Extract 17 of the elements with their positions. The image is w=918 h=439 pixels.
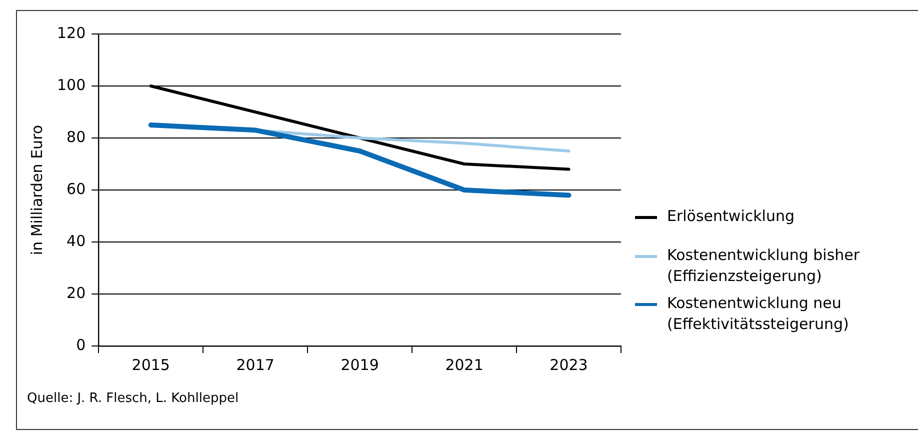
y-tick-label: 60 <box>66 180 86 198</box>
legend-label: Kostenentwicklung neu (Effektivitätssteigerung) <box>667 293 850 335</box>
legend-label: Kostenentwicklung bisher (Effizienzsteigerung) <box>667 245 861 287</box>
y-tick-label: 40 <box>66 232 86 250</box>
x-tick-label: 2017 <box>236 356 274 374</box>
y-axis-title: in Milliarden Euro <box>28 124 46 256</box>
x-tick-label: 2021 <box>445 356 484 374</box>
x-tick-label: 2019 <box>340 356 379 374</box>
y-tick-label: 20 <box>66 284 86 302</box>
source-note: Quelle: J. R. Flesch, L. Kohlleppel <box>27 391 239 406</box>
x-tick-label: 2015 <box>132 356 170 374</box>
y-tick-label: 0 <box>76 336 86 354</box>
y-tick-label: 80 <box>66 128 86 146</box>
x-tick-label: 2023 <box>550 356 588 374</box>
y-tick-label: 100 <box>56 76 86 94</box>
y-tick-label: 120 <box>56 24 86 42</box>
legend-label: Erlösentwicklung <box>667 206 794 227</box>
